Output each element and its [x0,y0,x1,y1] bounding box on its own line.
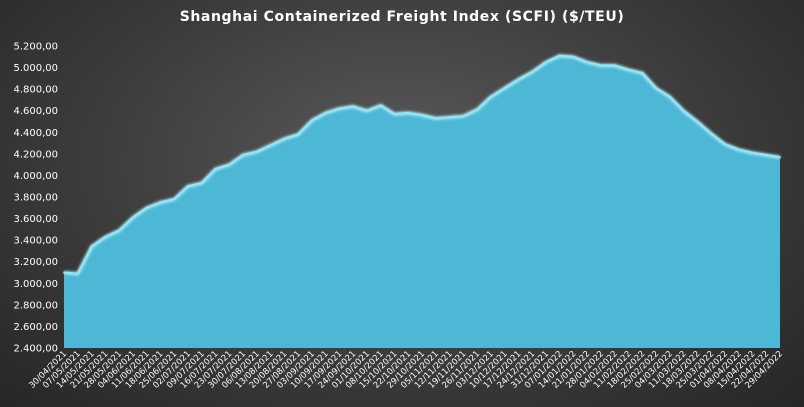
data-point [200,182,203,184]
data-point [297,133,299,136]
data-point [338,107,341,110]
data-point [641,72,644,74]
data-point [228,163,231,166]
data-point [724,143,726,146]
data-point [283,137,286,140]
data-point [696,120,699,123]
data-point [765,154,768,156]
data-point [737,148,740,151]
data-point [145,206,148,209]
y-tick-label: 4.200,00 [13,149,58,160]
x-axis: 30/04/202107/05/202114/05/202121/05/2021… [27,349,785,391]
data-point [310,119,313,122]
data-point [269,144,272,147]
y-tick-label: 3.200,00 [13,257,58,268]
data-point [379,104,382,107]
data-point [545,61,547,64]
data-point [448,116,451,119]
data-point [668,95,671,98]
data-point [90,245,93,248]
data-point [503,87,506,89]
y-tick-label: 5.000,00 [13,63,58,74]
data-point [393,113,396,115]
data-point [255,150,258,153]
data-point [517,78,520,81]
data-point [489,95,492,98]
data-point [63,271,65,274]
y-tick-label: 5.200,00 [13,42,58,53]
y-tick-label: 4.000,00 [13,171,58,182]
y-tick-label: 2.400,00 [13,344,58,355]
data-point [613,64,616,67]
data-point [558,54,561,57]
data-point [104,236,107,238]
data-point [76,272,79,275]
data-point [366,109,368,112]
data-point [407,111,410,114]
data-point [531,70,534,73]
y-tick-label: 4.600,00 [13,106,58,117]
y-tick-label: 3.600,00 [13,214,58,225]
data-point [187,185,189,188]
data-point [627,68,630,71]
data-point [173,198,176,201]
data-point [779,156,781,158]
y-tick-label: 2.800,00 [13,300,58,311]
data-point [324,111,327,114]
y-tick-label: 3.800,00 [13,193,58,204]
data-point [242,154,244,156]
data-point [118,229,120,232]
data-point [600,64,602,67]
chart-title: Shanghai Containerized Freight Index (SC… [179,9,625,25]
y-axis: 2.400,00 2.600,00 2.800,00 3.000,00 3.200,00… [13,42,58,355]
y-tick-label: 3.400,00 [13,236,58,247]
data-point [434,117,437,120]
area-fill [64,55,780,349]
data-point [682,109,685,112]
data-point [476,108,478,111]
y-tick-label: 4.400,00 [13,128,58,139]
data-point [421,114,423,116]
data-point [131,216,134,219]
data-point [710,132,713,135]
data-point [462,115,465,118]
data-point [159,201,162,204]
data-point [655,87,657,89]
series-area [63,53,781,349]
data-point [214,168,217,170]
data-point [751,151,754,154]
y-tick-label: 2.600,00 [13,322,58,333]
y-tick-label: 4.800,00 [13,85,58,96]
data-point [572,55,575,58]
y-tick-label: 3.000,00 [13,279,58,290]
data-point [352,105,355,108]
data-point [586,61,589,64]
